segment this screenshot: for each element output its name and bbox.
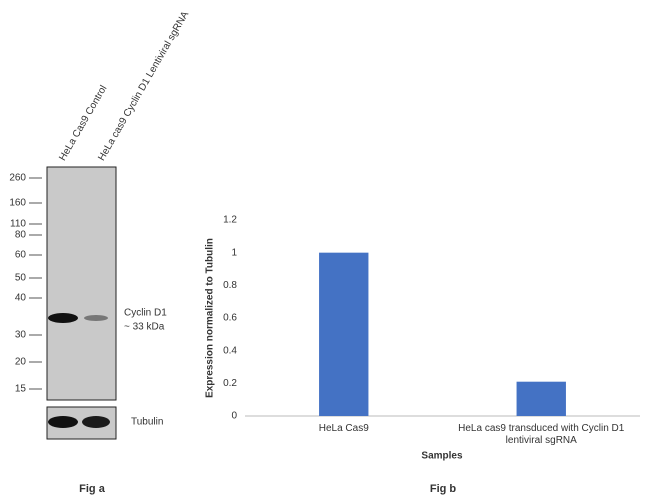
y-tick-label: 0.6: [223, 313, 237, 324]
blot-band: [84, 315, 108, 321]
x-tick-label: HeLa Cas9: [318, 423, 369, 434]
marker-label: 40: [15, 293, 27, 304]
loading-control-label: Tubulin: [131, 417, 163, 428]
marker-label: 160: [9, 198, 26, 209]
y-tick-label: 1: [231, 247, 237, 258]
marker-label: 60: [15, 250, 27, 261]
marker-label: 110: [10, 219, 26, 230]
marker-label: 260: [9, 173, 26, 184]
band-label: Cyclin D1: [124, 308, 167, 319]
blot-panel: [46, 166, 117, 401]
x-tick-label: HeLa cas9 transduced with Cyclin D1 lent…: [458, 423, 625, 446]
y-tick-label: 0: [231, 411, 237, 422]
caption: Fig a: [79, 483, 106, 495]
marker-label: 20: [15, 357, 27, 368]
bar: [319, 252, 369, 416]
bar: [516, 381, 566, 416]
y-tick-label: 0.4: [223, 345, 237, 356]
y-tick-label: 1.2: [223, 215, 237, 226]
marker-label: 80: [15, 230, 27, 241]
caption: Fig b: [430, 483, 457, 495]
marker-label: 30: [15, 330, 27, 341]
band-size: ~ 33 kDa: [124, 322, 165, 333]
y-tick-label: 0.2: [223, 378, 237, 389]
y-axis-label: Expression normalized to Tubulin: [205, 238, 216, 398]
blot-band: [48, 313, 78, 323]
marker-label: 15: [15, 384, 27, 395]
lane-label: HeLa cas9 Cyclin D1 Lentiviral sgRNA: [96, 9, 191, 163]
marker-label: 50: [15, 273, 27, 284]
y-tick-label: 0.8: [223, 280, 237, 291]
blot-band: [82, 416, 110, 428]
blot-band: [48, 416, 78, 428]
x-axis-label: Samples: [421, 451, 463, 462]
